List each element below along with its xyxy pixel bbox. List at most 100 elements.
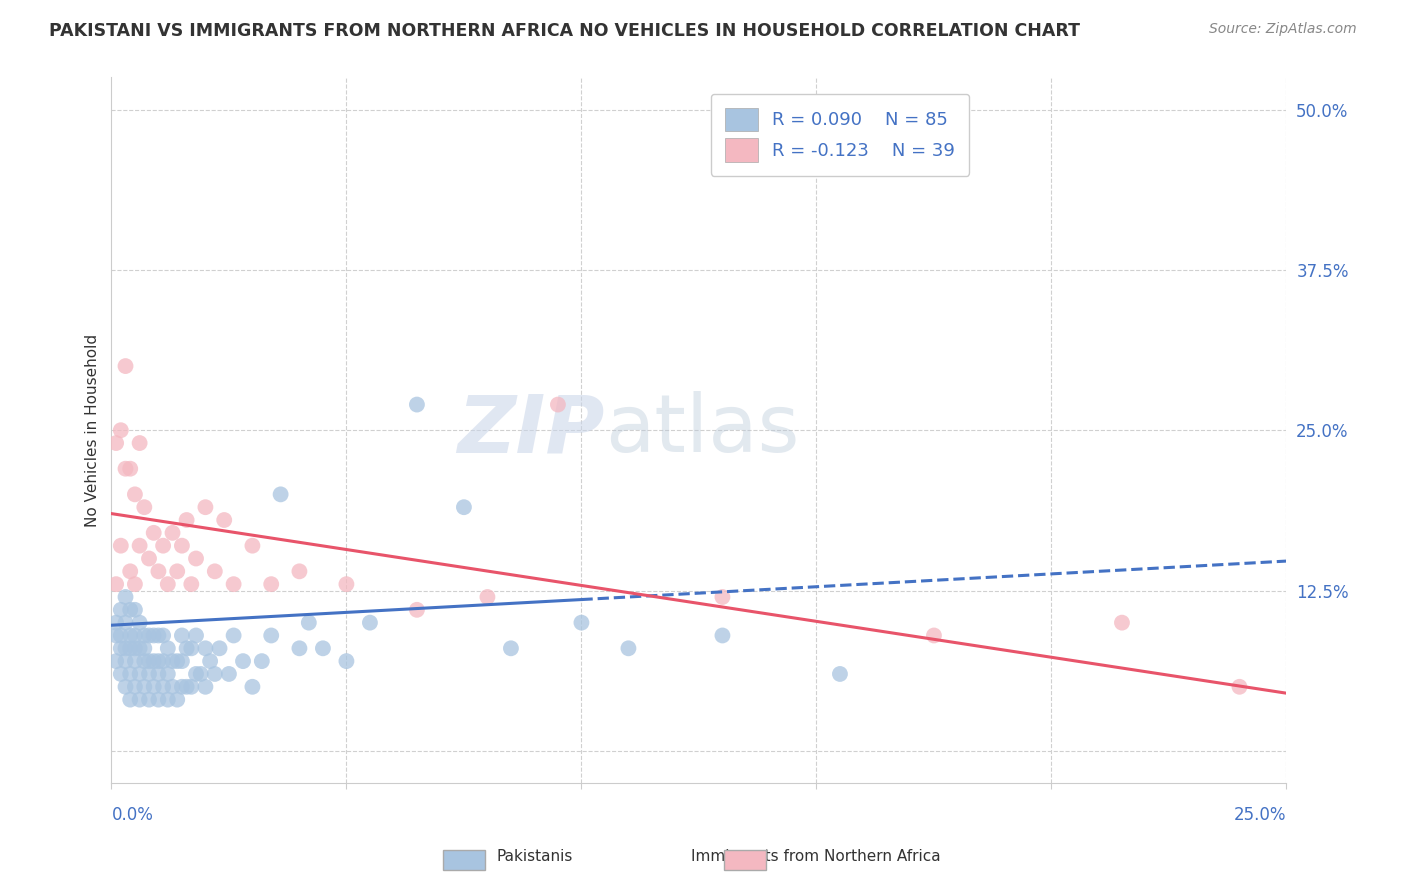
Point xyxy=(134,680,156,694)
Point xyxy=(184,667,207,681)
Point xyxy=(359,615,381,630)
Point xyxy=(110,667,132,681)
Point xyxy=(105,654,128,668)
Point xyxy=(156,667,179,681)
Point xyxy=(335,654,357,668)
Point xyxy=(180,680,202,694)
Point xyxy=(110,603,132,617)
Point xyxy=(232,654,254,668)
Point xyxy=(110,628,132,642)
Text: Immigrants from Northern Africa: Immigrants from Northern Africa xyxy=(690,849,941,863)
Point xyxy=(105,577,128,591)
Point xyxy=(114,680,136,694)
Point xyxy=(156,692,179,706)
Point xyxy=(477,590,499,604)
Point xyxy=(148,654,170,668)
Point xyxy=(134,641,156,656)
Point xyxy=(156,577,179,591)
Y-axis label: No Vehicles in Household: No Vehicles in Household xyxy=(86,334,100,527)
Point xyxy=(176,641,198,656)
Point xyxy=(128,539,150,553)
Point xyxy=(194,500,217,515)
Point xyxy=(142,525,165,540)
Point xyxy=(114,461,136,475)
Point xyxy=(114,654,136,668)
Point xyxy=(166,654,188,668)
Point xyxy=(148,667,170,681)
Point xyxy=(1229,680,1251,694)
Point xyxy=(142,628,165,642)
Point xyxy=(105,615,128,630)
Point xyxy=(176,680,198,694)
Text: Pakistanis: Pakistanis xyxy=(496,849,572,863)
Point xyxy=(184,628,207,642)
Point xyxy=(134,500,156,515)
Point xyxy=(114,359,136,373)
Point xyxy=(120,461,142,475)
Point xyxy=(162,525,184,540)
Point xyxy=(114,615,136,630)
Point xyxy=(124,628,146,642)
Point xyxy=(124,654,146,668)
Point xyxy=(288,565,311,579)
Point xyxy=(222,628,245,642)
Point xyxy=(105,436,128,450)
Text: 25.0%: 25.0% xyxy=(1234,806,1286,824)
Point xyxy=(242,539,264,553)
Point xyxy=(124,680,146,694)
Point xyxy=(120,667,142,681)
Point xyxy=(922,628,945,642)
Point xyxy=(260,628,283,642)
Point xyxy=(110,423,132,437)
Point xyxy=(170,628,193,642)
Point xyxy=(134,628,156,642)
Point xyxy=(166,692,188,706)
Point xyxy=(180,577,202,591)
Text: PAKISTANI VS IMMIGRANTS FROM NORTHERN AFRICA NO VEHICLES IN HOUSEHOLD CORRELATIO: PAKISTANI VS IMMIGRANTS FROM NORTHERN AF… xyxy=(49,22,1080,40)
Point xyxy=(138,692,160,706)
Point xyxy=(124,641,146,656)
Point xyxy=(406,398,429,412)
Point xyxy=(198,654,221,668)
Point xyxy=(148,565,170,579)
Point xyxy=(114,641,136,656)
Point xyxy=(120,565,142,579)
Point xyxy=(617,641,640,656)
Point xyxy=(152,628,174,642)
Point xyxy=(105,628,128,642)
Point xyxy=(218,667,240,681)
Point xyxy=(204,565,226,579)
Point xyxy=(166,565,188,579)
Point xyxy=(142,680,165,694)
Point xyxy=(711,628,734,642)
Point xyxy=(110,641,132,656)
Point xyxy=(162,680,184,694)
Point xyxy=(128,692,150,706)
Point xyxy=(138,628,160,642)
Point xyxy=(170,654,193,668)
Point xyxy=(571,615,593,630)
Point xyxy=(547,398,569,412)
Point xyxy=(194,680,217,694)
Point xyxy=(148,628,170,642)
Point xyxy=(128,436,150,450)
Point xyxy=(194,641,217,656)
Point xyxy=(138,654,160,668)
Point xyxy=(110,539,132,553)
Point xyxy=(312,641,335,656)
Point xyxy=(170,539,193,553)
Point xyxy=(711,590,734,604)
Point xyxy=(260,577,283,591)
Point xyxy=(148,692,170,706)
Point xyxy=(134,654,156,668)
Point xyxy=(156,641,179,656)
Point xyxy=(162,654,184,668)
Point xyxy=(298,615,321,630)
Point xyxy=(208,641,231,656)
Legend: R = 0.090    N = 85, R = -0.123    N = 39: R = 0.090 N = 85, R = -0.123 N = 39 xyxy=(710,94,969,176)
Point xyxy=(120,641,142,656)
Point xyxy=(128,667,150,681)
Point xyxy=(170,680,193,694)
Point xyxy=(242,680,264,694)
Point xyxy=(180,641,202,656)
